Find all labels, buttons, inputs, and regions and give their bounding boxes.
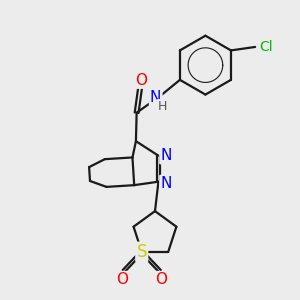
- Text: Cl: Cl: [259, 40, 272, 54]
- Text: H: H: [158, 100, 167, 113]
- Text: S: S: [136, 243, 147, 261]
- Text: O: O: [135, 73, 147, 88]
- Text: O: O: [116, 272, 128, 287]
- Text: N: N: [160, 176, 172, 191]
- Text: N: N: [160, 148, 172, 163]
- Text: N: N: [150, 90, 161, 105]
- Text: O: O: [155, 272, 167, 287]
